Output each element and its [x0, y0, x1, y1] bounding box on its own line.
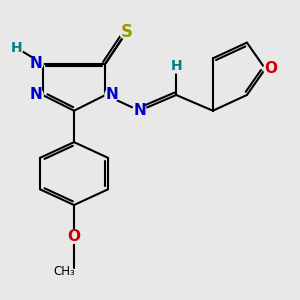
- Circle shape: [67, 230, 81, 243]
- Circle shape: [29, 57, 43, 70]
- Circle shape: [10, 41, 23, 55]
- Text: O: O: [68, 229, 80, 244]
- Text: S: S: [120, 23, 132, 41]
- Circle shape: [120, 25, 133, 39]
- Text: CH₃: CH₃: [54, 265, 76, 278]
- Text: N: N: [30, 56, 43, 71]
- Circle shape: [264, 62, 277, 76]
- Circle shape: [169, 59, 183, 73]
- Text: H: H: [11, 41, 22, 55]
- Text: O: O: [264, 61, 277, 76]
- Text: H: H: [170, 59, 182, 73]
- Text: N: N: [105, 88, 118, 103]
- Text: N: N: [133, 103, 146, 118]
- Circle shape: [105, 88, 119, 102]
- Text: N: N: [30, 88, 43, 103]
- Circle shape: [29, 88, 43, 102]
- Circle shape: [133, 104, 146, 118]
